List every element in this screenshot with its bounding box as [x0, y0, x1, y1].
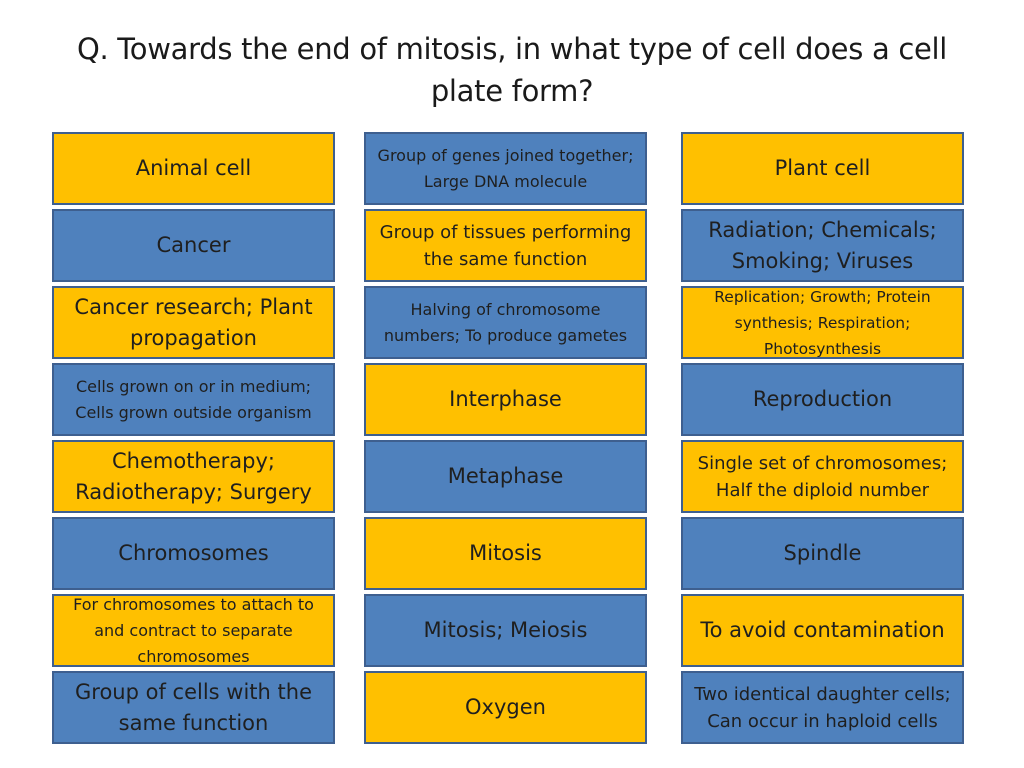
- answer-text: Group of tissues performing the same fun…: [379, 221, 632, 270]
- answer-cell[interactable]: Cells grown on or in medium; Cells grown…: [52, 363, 335, 436]
- answer-text: Two identical daughter cells; Can occur …: [694, 683, 951, 732]
- answer-cell[interactable]: Chromosomes: [52, 517, 335, 590]
- answer-text: Group of cells with the same function: [75, 679, 312, 735]
- answer-cell[interactable]: Halving of chromosome numbers; To produc…: [364, 286, 647, 359]
- answer-text: Chromosomes: [118, 541, 269, 565]
- answer-cell[interactable]: Oxygen: [364, 671, 647, 744]
- answer-text: Replication; Growth; Protein synthesis; …: [714, 287, 931, 358]
- answer-text: Radiation; Chemicals; Smoking; Viruses: [708, 217, 937, 273]
- answer-cell[interactable]: Interphase: [364, 363, 647, 436]
- answer-text: For chromosomes to attach to and contrac…: [73, 594, 314, 666]
- answer-text: Cancer: [156, 233, 231, 257]
- answer-text: Mitosis: [469, 541, 542, 565]
- answer-cell[interactable]: Spindle: [681, 517, 964, 590]
- answer-cell[interactable]: Group of cells with the same function: [52, 671, 335, 744]
- answer-text: Cells grown on or in medium; Cells grown…: [75, 376, 312, 422]
- answer-cell[interactable]: Reproduction: [681, 363, 964, 436]
- answer-text: Plant cell: [774, 156, 871, 180]
- answer-cell[interactable]: Two identical daughter cells; Can occur …: [681, 671, 964, 744]
- answer-cell[interactable]: Mitosis; Meiosis: [364, 594, 647, 667]
- answer-cell[interactable]: Chemotherapy; Radiotherapy; Surgery: [52, 440, 335, 513]
- answer-text: Single set of chromosomes; Half the dipl…: [697, 452, 948, 501]
- answer-text: Metaphase: [447, 464, 564, 488]
- answer-text: To avoid contamination: [700, 618, 945, 642]
- answer-cell[interactable]: Cancer: [52, 209, 335, 282]
- answer-cell[interactable]: Plant cell: [681, 132, 964, 205]
- answer-cell[interactable]: Cancer research; Plant propagation: [52, 286, 335, 359]
- answer-cell[interactable]: Group of tissues performing the same fun…: [364, 209, 647, 282]
- answer-text: Spindle: [783, 541, 862, 565]
- answer-text: Cancer research; Plant propagation: [74, 294, 313, 350]
- question-title: Q. Towards the end of mitosis, in what t…: [76, 32, 948, 108]
- answer-cell[interactable]: Animal cell: [52, 132, 335, 205]
- answer-text: Oxygen: [465, 695, 546, 719]
- answer-cell[interactable]: For chromosomes to attach to and contrac…: [52, 594, 335, 667]
- answer-text: Mitosis; Meiosis: [423, 618, 588, 642]
- answer-text: Reproduction: [752, 387, 893, 411]
- answer-text: Interphase: [449, 387, 562, 411]
- answer-cell[interactable]: Radiation; Chemicals; Smoking; Viruses: [681, 209, 964, 282]
- answer-cell[interactable]: To avoid contamination: [681, 594, 964, 667]
- answer-cell[interactable]: Metaphase: [364, 440, 647, 513]
- answer-text: Halving of chromosome numbers; To produc…: [383, 299, 628, 345]
- answer-text: Animal cell: [135, 156, 252, 180]
- answer-cell[interactable]: Group of genes joined together; Large DN…: [364, 132, 647, 205]
- answer-cell[interactable]: Single set of chromosomes; Half the dipl…: [681, 440, 964, 513]
- answer-text: Group of genes joined together; Large DN…: [377, 145, 634, 191]
- answer-cell[interactable]: Replication; Growth; Protein synthesis; …: [681, 286, 964, 359]
- answer-cell[interactable]: Mitosis: [364, 517, 647, 590]
- answer-text: Chemotherapy; Radiotherapy; Surgery: [75, 448, 312, 504]
